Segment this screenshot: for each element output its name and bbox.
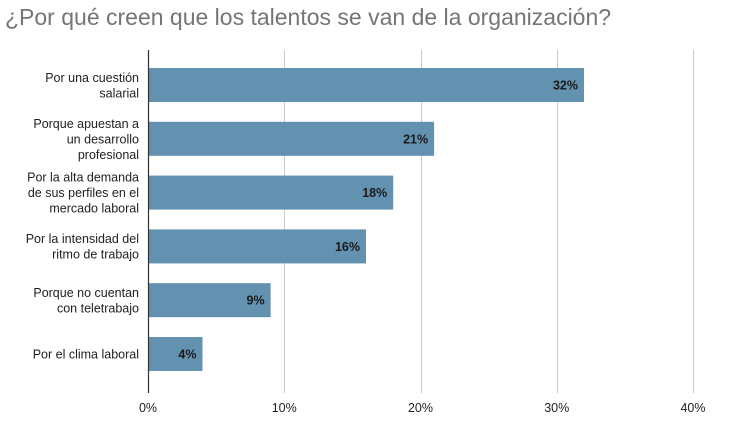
category-label: Por la intensidad del bbox=[26, 232, 139, 246]
bar bbox=[148, 337, 203, 371]
labels: 0% 10% 20% 30% 40% 32% Por una cuestiónsalaria… bbox=[26, 71, 706, 415]
x-tick-label: 20% bbox=[408, 401, 433, 415]
category-label: Por una cuestión bbox=[45, 71, 139, 85]
chart-title: ¿Por qué creen que los talentos se van d… bbox=[5, 4, 612, 30]
gridlines bbox=[284, 50, 694, 393]
data-label: 21% bbox=[403, 132, 428, 146]
bars bbox=[148, 68, 584, 371]
category-label: Por el clima laboral bbox=[33, 348, 139, 362]
category-label: Porque no cuentan bbox=[33, 286, 139, 300]
x-tick-label: 10% bbox=[272, 401, 297, 415]
category-label: Porque apuestan a bbox=[33, 117, 139, 131]
data-label: 32% bbox=[553, 79, 578, 93]
x-tick-label: 0% bbox=[139, 401, 157, 415]
bar bbox=[148, 175, 394, 210]
data-label: 16% bbox=[335, 240, 360, 254]
bar bbox=[148, 283, 271, 318]
category-label: un desarrollo bbox=[67, 132, 139, 146]
data-label: 9% bbox=[247, 294, 265, 308]
category-label: salarial bbox=[99, 86, 139, 100]
bar bbox=[148, 229, 366, 264]
category-label: con teletrabajo bbox=[57, 301, 139, 315]
category-label: de sus perfiles en el bbox=[28, 186, 139, 200]
category-label: mercado laboral bbox=[49, 202, 139, 216]
x-tick-label: 30% bbox=[544, 401, 569, 415]
category-label: profesional bbox=[78, 148, 139, 162]
bar bbox=[148, 121, 435, 156]
category-label: ritmo de trabajo bbox=[52, 248, 139, 262]
category-label: Por la alta demanda bbox=[27, 171, 139, 185]
x-tick-label: 40% bbox=[680, 401, 705, 415]
data-label: 18% bbox=[362, 186, 387, 200]
bar bbox=[148, 68, 584, 102]
data-label: 4% bbox=[178, 348, 196, 362]
